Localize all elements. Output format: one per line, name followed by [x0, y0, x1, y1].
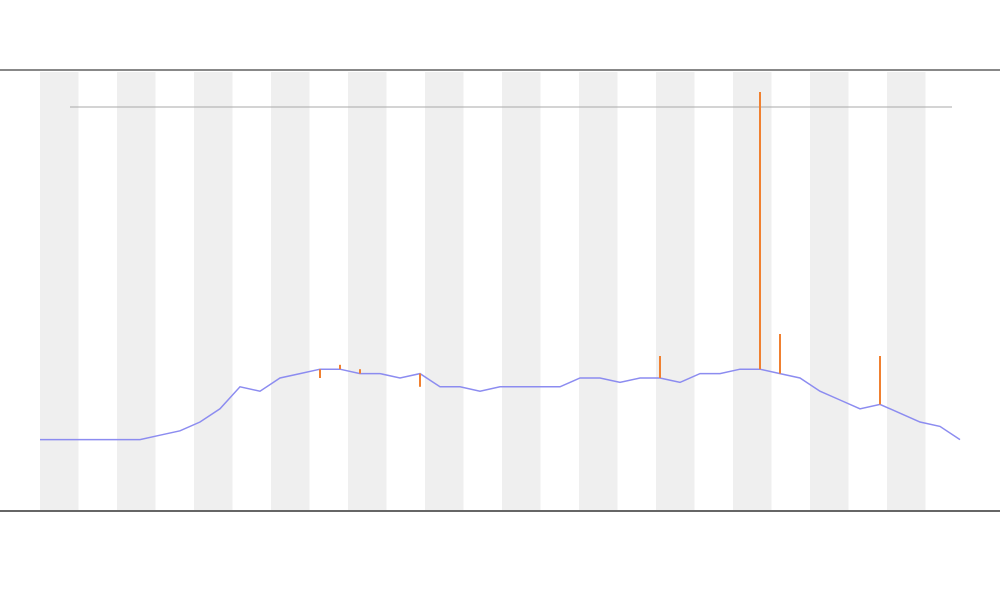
band — [579, 72, 618, 510]
band — [117, 72, 156, 510]
band — [348, 72, 387, 510]
band — [656, 72, 695, 510]
band — [810, 72, 849, 510]
band — [733, 72, 772, 510]
band — [425, 72, 464, 510]
background-bands — [40, 72, 926, 510]
band — [194, 72, 233, 510]
band — [502, 72, 541, 510]
band — [40, 72, 79, 510]
series-line — [40, 368, 961, 441]
band — [271, 72, 310, 510]
band — [887, 72, 926, 510]
